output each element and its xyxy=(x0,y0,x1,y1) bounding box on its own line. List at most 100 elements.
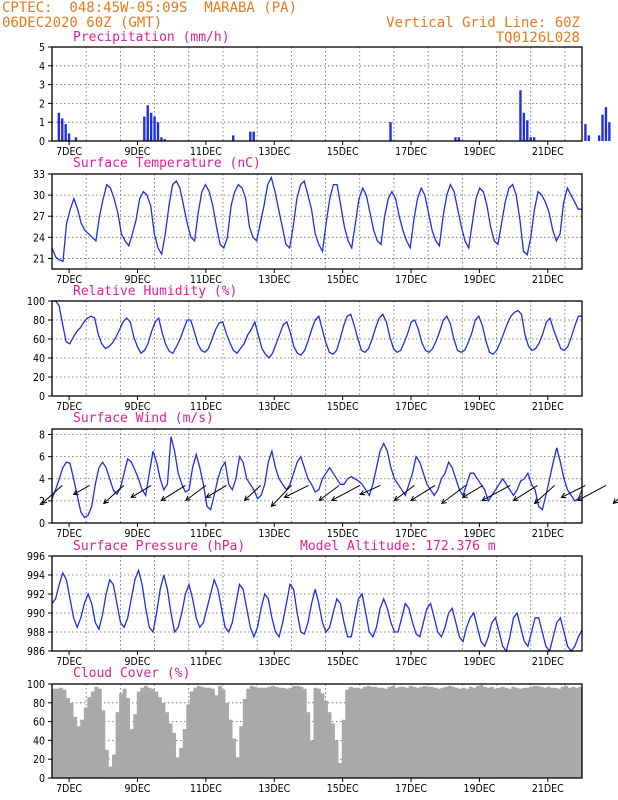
panels: Precipitation (mm/h) 0 1 2 3 4 5 7DEC 9DEC 11DEC 1… xyxy=(27,30,618,795)
cloud-bar xyxy=(317,688,321,778)
cloud-bar xyxy=(331,723,335,778)
precip-bar xyxy=(149,112,153,141)
series-line xyxy=(51,568,583,653)
cloud-bar xyxy=(511,686,516,778)
y-tick-label: 4 xyxy=(39,474,45,486)
y-tick-label: 986 xyxy=(27,646,45,658)
header-location: CPTEC: 048:45W-05:09S MARABA (PA) xyxy=(2,0,297,16)
cloud-bar xyxy=(299,686,304,778)
panel-frame xyxy=(51,46,583,142)
y-tick-label: 0 xyxy=(39,518,45,530)
panel-title: Precipitation (mm/h) xyxy=(73,30,230,45)
x-tick-label: 21DEC xyxy=(532,528,564,540)
cloud-bar xyxy=(444,686,449,778)
x-tick-label: 15DEC xyxy=(327,656,359,668)
cloud-bar xyxy=(560,686,565,778)
y-tick-label: 4 xyxy=(39,61,45,73)
cloud-bar xyxy=(313,687,318,778)
cloud-bar xyxy=(345,689,350,778)
cloud-bar xyxy=(557,688,562,778)
cloud-bar xyxy=(112,754,116,778)
precip-bar xyxy=(67,133,71,141)
cloud-bar xyxy=(500,686,505,778)
cloud-bar xyxy=(228,719,233,778)
cloud-bar xyxy=(80,719,85,778)
cloud-bar xyxy=(59,687,63,778)
y-tick-label: 988 xyxy=(27,627,45,639)
precip-bar xyxy=(604,107,608,141)
wind-vector xyxy=(318,484,340,501)
panel-2: Relative Humidity (%) 0 20 40 60 80 100 7DEC 9DE… xyxy=(27,284,583,413)
panel-title: Surface Pressure (hPa) xyxy=(73,539,245,554)
cloud-bar xyxy=(172,732,176,778)
x-tick-label: 19DEC xyxy=(463,783,495,795)
precip-bar xyxy=(232,135,235,141)
precip-bar xyxy=(153,116,156,141)
cloud-bar xyxy=(83,707,88,778)
x-tick-label: 17DEC xyxy=(395,656,427,668)
panel-4: Surface Pressure (hPa) Model Altitude: 17… xyxy=(27,539,583,668)
x-tick-label: 7DEC xyxy=(56,528,82,540)
cloud-bar xyxy=(486,687,491,778)
x-tick-label: 15DEC xyxy=(327,146,359,158)
y-tick-label: 0 xyxy=(39,391,45,403)
x-tick-label: 11DEC xyxy=(190,783,222,795)
cloud-bar xyxy=(405,687,410,778)
cloud-bar xyxy=(564,685,569,778)
cloud-bar xyxy=(90,691,95,778)
x-tick-label: 19DEC xyxy=(463,401,495,413)
wind-vector xyxy=(394,484,415,501)
x-tick-label: 15DEC xyxy=(327,401,359,413)
wind-vector xyxy=(244,485,261,501)
cloud-bar xyxy=(193,687,198,778)
y-tick-label: 20 xyxy=(33,372,45,384)
wind-arrowhead xyxy=(185,495,191,502)
y-tick-label: 27 xyxy=(33,211,45,223)
cloud-bar xyxy=(408,685,413,778)
cloud-bar xyxy=(292,685,297,778)
cloud-bar xyxy=(140,687,145,778)
x-tick-label: 19DEC xyxy=(463,528,495,540)
cloud-bar xyxy=(253,686,258,778)
y-tick-label: 20 xyxy=(33,754,45,766)
cloud-bar xyxy=(147,687,152,778)
precip-bar xyxy=(389,122,392,141)
wind-vector xyxy=(462,484,484,498)
precip-bar xyxy=(74,137,78,141)
cloud-bar xyxy=(359,688,364,778)
cloud-bar xyxy=(451,686,456,778)
x-tick-label: 19DEC xyxy=(463,656,495,668)
x-tick-label: 11DEC xyxy=(190,401,222,413)
cloud-bar xyxy=(242,699,247,778)
cloud-bar xyxy=(479,684,484,778)
wind-arrowhead xyxy=(440,498,447,505)
wind-vector xyxy=(534,485,555,504)
cloud-bar xyxy=(539,686,544,778)
cloud-bar xyxy=(175,757,180,778)
wind-arrowhead xyxy=(41,498,48,505)
x-tick-label: 9DEC xyxy=(125,274,151,286)
precip-bar xyxy=(64,124,67,141)
panel-frame xyxy=(51,300,583,397)
cloud-bar xyxy=(366,685,371,778)
x-tick-label: 21DEC xyxy=(532,656,564,668)
wind-arrowhead xyxy=(533,498,540,505)
cloud-bar xyxy=(324,700,328,778)
x-tick-label: 21DEC xyxy=(532,146,564,158)
x-tick-label: 19DEC xyxy=(463,274,495,286)
series-line xyxy=(51,175,582,263)
wind-arrowhead xyxy=(512,495,519,501)
cloud-bar xyxy=(553,687,558,778)
x-tick-label: 7DEC xyxy=(56,783,82,795)
panel-title: Relative Humidity (%) xyxy=(73,284,237,299)
cloud-bar xyxy=(574,687,579,778)
x-tick-label: 19DEC xyxy=(463,146,495,158)
precip-bar xyxy=(249,131,252,141)
cloud-bar xyxy=(507,688,512,778)
cloud-bar xyxy=(158,697,162,778)
cloud-bar xyxy=(454,687,459,778)
cloud-bar xyxy=(394,687,399,778)
cloud-bar xyxy=(200,686,205,778)
wind-vector xyxy=(612,498,618,504)
cloud-bar xyxy=(327,712,332,778)
